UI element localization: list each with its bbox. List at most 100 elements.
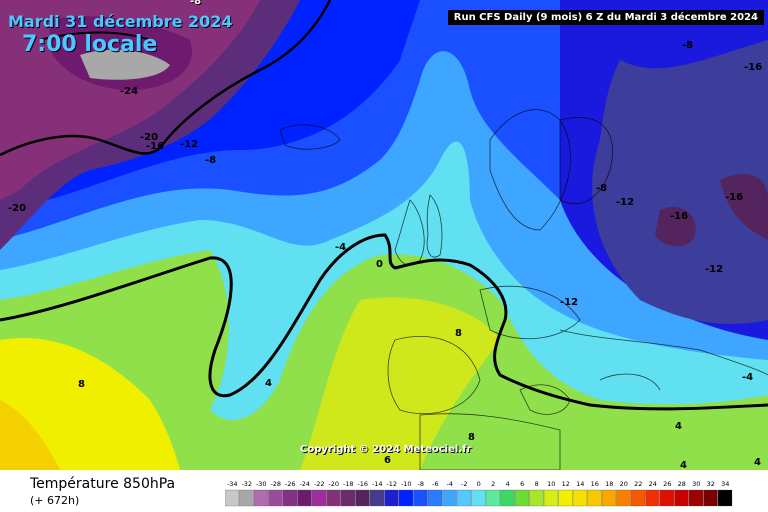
map-label: -16: [725, 192, 744, 203]
scale-label: 16: [591, 480, 599, 488]
scale-swatch: [442, 489, 457, 507]
slate-region: [592, 40, 768, 324]
scale-swatch: [253, 489, 269, 507]
scale-label: -20: [328, 480, 339, 488]
scale-swatch: [703, 489, 718, 507]
map-label: -4: [742, 372, 754, 383]
forecast-date: Mardi 31 décembre 2024: [8, 12, 233, 31]
lime-region: [300, 297, 500, 470]
map-label: 4: [754, 457, 761, 468]
scale-label: 4: [506, 480, 510, 488]
scale-swatch: [427, 489, 443, 507]
map-label: -20: [140, 132, 159, 143]
scale-swatch: [717, 489, 733, 507]
scale-label: -12: [386, 480, 397, 488]
scale-swatch: [340, 489, 356, 507]
map-canvas: [0, 0, 768, 470]
lead-time: (+ 672h): [30, 494, 80, 507]
map-label: 4: [265, 378, 272, 389]
scale-swatch: [500, 489, 515, 507]
map-label: 8: [78, 379, 85, 390]
copyright: Copyright © 2024 Meteociel.fr: [300, 444, 472, 455]
coastlines: [279, 109, 768, 470]
scale-swatch: [514, 489, 530, 507]
scale-swatch: [630, 489, 646, 507]
grey-core: [80, 49, 170, 80]
scale-label: 22: [634, 480, 642, 488]
scale-swatch: [239, 489, 254, 507]
scale-label: 8: [535, 480, 539, 488]
parameter-name: Température 850hPa: [30, 476, 176, 492]
map-label: 8: [468, 432, 475, 443]
scale-swatch: [297, 489, 312, 507]
scale-swatch: [311, 489, 327, 507]
scale-label: -10: [401, 480, 412, 488]
scale-swatch: [688, 489, 704, 507]
scale-label: -34: [227, 480, 238, 488]
scale-label: -24: [299, 480, 310, 488]
map-label: 4: [675, 421, 682, 432]
scale-swatch: [529, 489, 544, 507]
scale-label: 14: [576, 480, 584, 488]
map-label: -16: [670, 211, 689, 222]
scale-swatch: [645, 489, 660, 507]
map-label: -12: [180, 139, 199, 150]
scale-swatch: [572, 489, 588, 507]
forecast-time: 7:00 locale: [22, 32, 158, 57]
scale-label: 30: [692, 480, 700, 488]
scale-label: -4: [447, 480, 453, 488]
map-label: -24: [120, 86, 139, 97]
scale-swatch: [674, 489, 689, 507]
scale-label: -26: [285, 480, 296, 488]
map-label: 6: [384, 455, 391, 466]
scale-swatch: [485, 489, 501, 507]
map-label: -12: [705, 264, 724, 275]
scale-label: 20: [620, 480, 628, 488]
scale-label: -2: [461, 480, 467, 488]
scale-label: -22: [314, 480, 325, 488]
map-label: -16: [146, 141, 165, 152]
scale-swatch: [282, 489, 298, 507]
temperature-map: [0, 0, 768, 470]
scale-label: -32: [241, 480, 252, 488]
scale-swatch: [601, 489, 617, 507]
scale-label: 0: [477, 480, 481, 488]
scale-swatch: [413, 489, 428, 507]
scale-label: 2: [491, 480, 495, 488]
scale-swatch: [558, 489, 573, 507]
map-label: -16: [744, 62, 763, 73]
cold-core-ne: [720, 174, 768, 240]
map-label: 4: [680, 460, 687, 471]
minus32-isotherm: [39, 31, 151, 41]
scale-swatch: [398, 489, 414, 507]
run-info: Run CFS Daily (9 mois) 6 Z du Mardi 3 dé…: [447, 10, 764, 25]
map-label: -8: [682, 40, 694, 51]
scale-label: 26: [663, 480, 671, 488]
scale-label: 6: [520, 480, 524, 488]
map-label: -20: [8, 203, 27, 214]
map-label: -8: [190, 0, 202, 7]
scale-label: -28: [270, 480, 281, 488]
map-label: -12: [560, 297, 579, 308]
color-scale: -34 -32 -30 -28 -26 -24 -22 -20 -18 -16 -14 -12 -10-…: [225, 480, 733, 507]
scale-label: 28: [678, 480, 686, 488]
scale-label: -14: [372, 480, 383, 488]
scale-swatch: [659, 489, 675, 507]
scale-swatch: [369, 489, 385, 507]
yellow-region: [0, 338, 180, 470]
scale-swatch: [456, 489, 472, 507]
map-label: 8: [455, 328, 462, 339]
scale-label: 32: [707, 480, 715, 488]
zero-isotherm: [0, 233, 768, 411]
map-label: -8: [596, 183, 608, 194]
scale-swatch: [268, 489, 283, 507]
scale-swatch: [471, 489, 486, 507]
map-label: 0: [376, 259, 383, 270]
scale-label: -8: [418, 480, 424, 488]
scale-label: 10: [547, 480, 555, 488]
scale-swatch: [543, 489, 559, 507]
scale-swatch: [384, 489, 399, 507]
scale-swatch: [355, 489, 370, 507]
scale-swatch: [326, 489, 341, 507]
scale-label: -6: [432, 480, 438, 488]
